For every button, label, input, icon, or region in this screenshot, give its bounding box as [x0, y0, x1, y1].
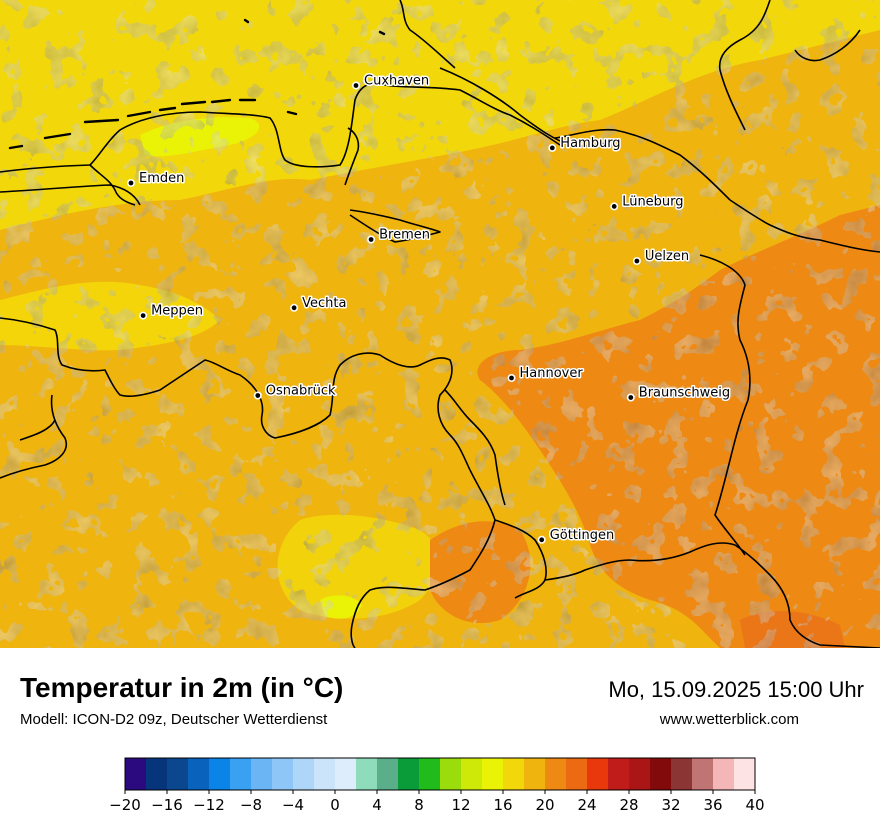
city-marker-osnabrück: [253, 391, 262, 400]
colorbar-segment: [293, 758, 315, 790]
city-marker-uelzen: [632, 256, 641, 265]
city-label-uelzen: Uelzen: [645, 249, 689, 264]
city-label-lüneburg: Lüneburg: [622, 194, 683, 209]
colorbar-tick-label: 20: [535, 796, 554, 814]
city-label-hannover: Hannover: [520, 366, 584, 381]
city-marker-lüneburg: [610, 202, 619, 211]
website-link[interactable]: www.wetterblick.com: [659, 711, 799, 728]
colorbar-tick-label: −20: [110, 796, 141, 814]
colorbar-segment: [419, 758, 441, 790]
colorbar-tick-label: 8: [414, 796, 424, 814]
colorbar-segment: [167, 758, 189, 790]
city-label-braunschweig: Braunschweig: [639, 386, 730, 401]
temperature-map: Cuxhaven Hamburg Emden Lüneburg Bremen Uelzen…: [0, 0, 880, 648]
colorbar-segment: [398, 758, 420, 790]
city-label-cuxhaven: Cuxhaven: [364, 74, 429, 89]
colorbar-tick-label: 40: [745, 796, 764, 814]
city-marker-hamburg: [548, 143, 557, 152]
colorbar-segment: [188, 758, 210, 790]
colorbar-segment: [629, 758, 651, 790]
colorbar-segment: [650, 758, 672, 790]
map-subtitle: Modell: ICON-D2 09z, Deutscher Wetterdie…: [20, 711, 328, 728]
colorbar-segment: [272, 758, 294, 790]
colorbar-tick-label: −16: [151, 796, 183, 814]
colorbar-segment: [482, 758, 504, 790]
colorbar-segment: [335, 758, 357, 790]
colorbar-segment: [692, 758, 714, 790]
city-markers: Cuxhaven Hamburg Emden Lüneburg Bremen Uelzen…: [127, 72, 732, 544]
forecast-datetime: Mo, 15.09.2025 15:00 Uhr: [608, 677, 864, 702]
colorbar-tick-label: 36: [703, 796, 722, 814]
city-label-hamburg: Hamburg: [560, 136, 620, 151]
colorbar-tick-label: 28: [619, 796, 638, 814]
temperature-texture: [0, 0, 880, 648]
colorbar-segment: [566, 758, 588, 790]
colorbar-segment: [503, 758, 525, 790]
colorbar-tick-label: 4: [372, 796, 382, 814]
colorbar-segment: [209, 758, 231, 790]
colorbar-segment: [545, 758, 567, 790]
colorbar-tick-label: 0: [330, 796, 340, 814]
colorbar-segment: [230, 758, 252, 790]
colorbar-segment: [608, 758, 630, 790]
city-marker-emden: [127, 179, 136, 188]
colorbar-tick-label: 12: [451, 796, 470, 814]
colorbar-tick-label: 16: [493, 796, 512, 814]
colorbar-segment: [356, 758, 378, 790]
colorbar-segment: [461, 758, 483, 790]
city-marker-braunschweig: [626, 393, 635, 402]
city-label-emden: Emden: [139, 171, 184, 186]
city-label-meppen: Meppen: [151, 304, 203, 319]
colorbar-segment: [125, 758, 147, 790]
city-marker-vechta: [290, 303, 299, 312]
colorbar-canvas: −20 −16 −12 −8 −4 0 4 8 12 16 20 24 28 32 36 40: [109, 757, 765, 814]
colorbar-tick-label: −4: [282, 796, 304, 814]
colorbar-segment: [314, 758, 336, 790]
map-canvas: Cuxhaven Hamburg Emden Lüneburg Bremen Uelzen…: [0, 0, 880, 648]
colorbar-tick-label: 24: [577, 796, 596, 814]
colorbar-frame: [124, 757, 756, 791]
colorbar-segment: [713, 758, 735, 790]
city-marker-hannover: [507, 373, 516, 382]
colorbar-segment: [146, 758, 168, 790]
coastlines-and-borders: [0, 0, 880, 648]
colorbar-segment: [377, 758, 399, 790]
colorbar-segment: [440, 758, 462, 790]
city-marker-bremen: [367, 235, 376, 244]
colorbar-tick-label: −12: [193, 796, 225, 814]
colorbar-segment: [671, 758, 693, 790]
frisian-islands: [8, 18, 386, 150]
colorbar-segment: [587, 758, 609, 790]
colorbar-segment: [734, 758, 756, 790]
colorbar-legend: −20 −16 −12 −8 −4 0 4 8 12 16 20 24 28 32 36 40: [109, 756, 770, 826]
city-label-bremen: Bremen: [379, 228, 430, 243]
colorbar-segment: [251, 758, 273, 790]
city-label-vechta: Vechta: [302, 296, 346, 311]
city-label-osnabrück: Osnabrück: [266, 384, 336, 399]
colorbar-tick-label: −8: [240, 796, 262, 814]
map-title: Temperatur in 2m (in °C): [20, 672, 344, 703]
city-marker-meppen: [139, 311, 148, 320]
city-label-göttingen: Göttingen: [550, 528, 615, 543]
colorbar-segment: [524, 758, 546, 790]
city-marker-cuxhaven: [351, 81, 360, 90]
city-marker-göttingen: [537, 535, 546, 544]
colorbar-tick-label: 32: [661, 796, 680, 814]
